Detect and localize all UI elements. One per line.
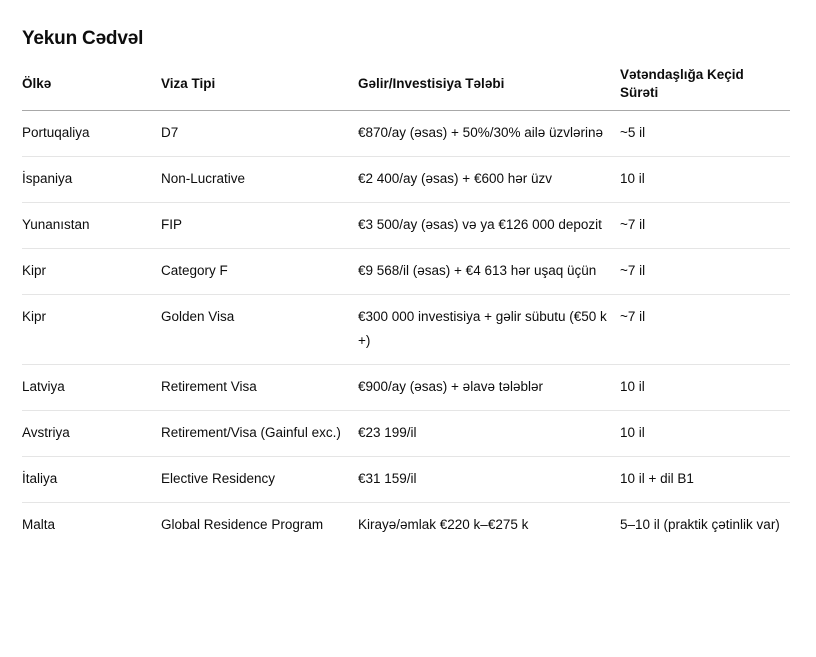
column-header-country: Ölkə [22, 60, 161, 111]
page-title: Yekun Cədvəl [22, 28, 144, 49]
cell-income-requirement: €3 500/ay (əsas) və ya €126 000 depozit [358, 202, 620, 249]
cell-citizenship-speed: ~7 il [620, 248, 790, 295]
cell-visa-type: Elective Residency [161, 456, 358, 503]
cell-income-requirement: €23 199/il [358, 410, 620, 457]
cell-country: Kipr [22, 248, 161, 295]
cell-citizenship-speed: 10 il [620, 364, 790, 411]
column-header-visa-type: Viza Tipi [161, 60, 358, 111]
cell-citizenship-speed: ~7 il [620, 294, 790, 365]
table-row: İspaniya Non-Lucrative €2 400/ay (əsas) + … [22, 156, 790, 203]
cell-country: Kipr [22, 294, 161, 365]
cell-country: İspaniya [22, 156, 161, 203]
table-row: Kipr Golden Visa €300 000 investisiya + gə… [22, 294, 790, 365]
cell-country: Yunanıstan [22, 202, 161, 249]
cell-citizenship-speed: 10 il [620, 156, 790, 203]
table-row: Latviya Retirement Visa €900/ay (əsas) + ə… [22, 364, 790, 411]
cell-income-requirement: €900/ay (əsas) + əlavə tələblər [358, 364, 620, 411]
cell-visa-type: Global Residence Program [161, 517, 324, 532]
table-row: Avstriya Retirement/Visa (Gainful exc.) €2… [22, 410, 790, 457]
cell-visa-type: Category F [161, 248, 358, 295]
cell-country: Malta [22, 517, 56, 532]
cell-country: İtaliya [22, 456, 161, 503]
cell-citizenship-speed: ~5 il [620, 110, 790, 157]
cell-visa-type: Retirement/Visa (Gainful exc.) [161, 410, 358, 457]
cell-citizenship-speed: 5–10 il (praktik çətinlik var) [620, 517, 780, 532]
cell-citizenship-speed: 10 il + dil B1 [620, 456, 790, 503]
cell-income-requirement: €870/ay (əsas) + 50%/30% ailə üzvlərinə [358, 110, 620, 157]
cell-visa-type: Non-Lucrative [161, 156, 358, 203]
table-header-row: Ölkə Viza Tipi Gəlir/Investisiya Tələbi … [22, 60, 790, 111]
cell-income-requirement: €31 159/il [358, 456, 620, 503]
cell-income-requirement: €300 000 investisiya + gəlir sübutu (€50… [358, 294, 620, 365]
table-row: İtaliya Elective Residency €31 159/il 10 il… [22, 456, 790, 503]
summary-table: Ölkə Viza Tipi Gəlir/Investisiya Tələbi … [22, 60, 790, 548]
table-row: Kipr Category F €9 568/il (əsas) + €4 613 … [22, 248, 790, 295]
cell-country: Portuqaliya [22, 110, 161, 157]
column-header-citizenship-speed: Vətəndaşlığa Keçid Sürəti [620, 60, 790, 111]
table-row: Malta Global Residence Program Kirayə/əmla… [22, 503, 790, 549]
cell-country: Avstriya [22, 410, 161, 457]
table-row: Yunanıstan FIP €3 500/ay (əsas) və ya €126… [22, 202, 790, 249]
cell-income-requirement: €2 400/ay (əsas) + €600 hər üzv [358, 156, 620, 203]
cell-country: Latviya [22, 364, 161, 411]
cell-visa-type: FIP [161, 202, 358, 249]
column-header-income-requirement: Gəlir/Investisiya Tələbi [358, 60, 620, 111]
cell-visa-type: D7 [161, 110, 358, 157]
cell-visa-type: Retirement Visa [161, 364, 358, 411]
cell-citizenship-speed: ~7 il [620, 202, 790, 249]
table-row: Portuqaliya D7 €870/ay (əsas) + 50%/30% ai… [22, 110, 790, 157]
cell-income-requirement: Kirayə/əmlak €220 k–€275 k [358, 517, 529, 532]
cell-citizenship-speed: 10 il [620, 410, 790, 457]
cell-visa-type: Golden Visa [161, 294, 358, 365]
cell-income-requirement: €9 568/il (əsas) + €4 613 hər uşaq üçün [358, 248, 620, 295]
